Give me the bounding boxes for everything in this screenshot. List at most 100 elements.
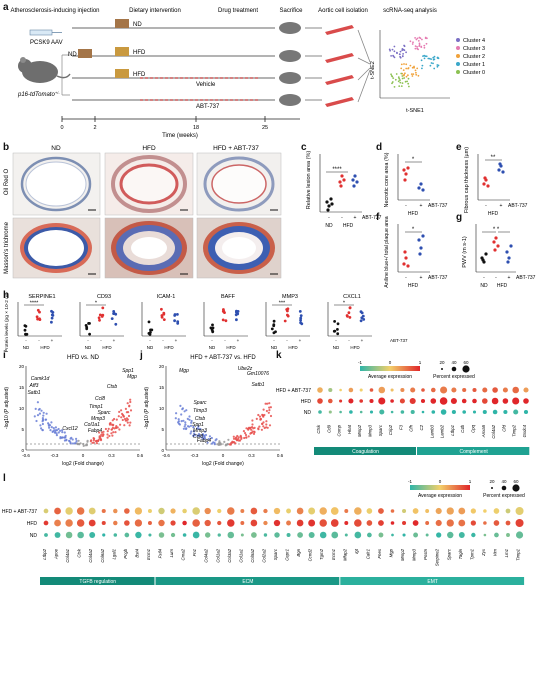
volcano-point xyxy=(107,427,110,430)
tsne-point xyxy=(429,64,432,67)
h-point xyxy=(50,320,53,324)
gene-label-down: Timp3 xyxy=(193,408,207,414)
k-gene-label: Mmp3 xyxy=(368,424,373,437)
d-abt-sign-1: + xyxy=(420,203,423,209)
l-dot xyxy=(330,519,339,527)
k-dot xyxy=(378,397,386,405)
volcano-point xyxy=(75,440,78,443)
tsne-point xyxy=(420,45,423,48)
l-gene-label: Ecm1 xyxy=(146,548,151,560)
volcano-point xyxy=(40,427,43,430)
scale-bars xyxy=(88,209,278,275)
chow-box-nd-1 xyxy=(115,19,129,28)
volcano-point xyxy=(268,406,271,409)
l-dot xyxy=(124,532,130,538)
tsne-point xyxy=(433,55,436,58)
tsne-point xyxy=(407,82,410,85)
volcano-point xyxy=(119,423,122,426)
volcano-point xyxy=(55,429,59,432)
h-abt-sign: - xyxy=(25,338,27,343)
volcano-point xyxy=(116,426,119,429)
l-gene-label: Ltbp2 xyxy=(42,548,47,559)
tsne-point xyxy=(408,85,410,88)
aorta-icons xyxy=(325,25,354,107)
volcano-point xyxy=(206,441,209,444)
h-point xyxy=(359,319,363,323)
l-dot xyxy=(344,533,348,537)
l-gene-label: Ecm1 xyxy=(331,548,336,560)
l-dot xyxy=(425,521,430,525)
volcano-point xyxy=(227,438,230,441)
volcano-point xyxy=(42,414,45,417)
l-dot xyxy=(43,520,49,526)
gene-label-up: Col1a1 xyxy=(84,422,100,428)
k-dot xyxy=(512,386,519,394)
l-dot xyxy=(366,520,373,526)
volcano-point xyxy=(95,439,98,443)
k-dot xyxy=(421,388,425,392)
l-group-bar xyxy=(155,577,340,585)
gene-label-up: Sparc xyxy=(97,410,111,416)
l-dot xyxy=(308,532,315,538)
pct-dot xyxy=(491,487,493,489)
volcano-point xyxy=(182,427,185,430)
diet-label-3: HFD xyxy=(133,72,146,78)
panel-j-volcano: HFD + ABT-737 vs. HFD 0 5 10 15 20 -0.6 -0.3 0 0.… xyxy=(144,355,284,467)
l-dot xyxy=(435,507,442,515)
volcano-point xyxy=(217,443,220,446)
tsne-point xyxy=(400,85,403,87)
volcano-point xyxy=(53,431,57,434)
k-dot xyxy=(451,409,456,415)
tsne-point xyxy=(404,80,407,83)
volcano-point xyxy=(212,441,215,444)
volcano-point xyxy=(245,436,248,439)
l-dot xyxy=(170,532,176,538)
h-point xyxy=(23,328,27,332)
oil-red-abt-image xyxy=(196,152,282,216)
k-gene-label: Sparc xyxy=(378,424,383,436)
pct-tick: 40 xyxy=(501,479,507,484)
tsne-point xyxy=(390,73,392,76)
l-dot xyxy=(458,507,466,515)
volcano-point xyxy=(57,431,60,434)
h-point xyxy=(35,315,39,319)
d-points xyxy=(402,166,425,192)
panel-label-g: g xyxy=(456,212,463,223)
volcano-ytick: 0 xyxy=(21,448,24,453)
h-title-4: MMP3 xyxy=(282,294,298,300)
volcano-point xyxy=(269,406,272,409)
pct-dot xyxy=(451,366,457,372)
l-gene-label: Serpine2 xyxy=(435,548,440,566)
tsne-point xyxy=(436,57,439,59)
diet-label-2: HFD xyxy=(133,50,146,56)
stage-title-scrna: scRNA-seq analysis xyxy=(383,8,437,14)
l-dot xyxy=(286,520,291,526)
volcano-xtick: 0.6 xyxy=(137,453,144,458)
h-abt-sign: - xyxy=(273,338,275,343)
h-point xyxy=(162,318,166,321)
tsne-point xyxy=(407,77,410,80)
l-gene-label: Sparc xyxy=(273,548,278,560)
volcano-point xyxy=(190,430,193,433)
volcano-point xyxy=(202,434,205,437)
volcano-point xyxy=(250,428,253,431)
expr-tick: -1 xyxy=(408,479,412,484)
h-point xyxy=(114,322,118,326)
l-dot xyxy=(378,508,384,514)
k-group-label: Coagulation xyxy=(352,449,379,455)
h-title-1: CD93 xyxy=(97,294,111,300)
k-dot xyxy=(328,398,333,404)
tsne-point xyxy=(409,64,412,67)
tsne-point xyxy=(389,49,391,52)
pct-tick: 60 xyxy=(463,360,469,365)
k-dot xyxy=(369,410,374,414)
volcano-point xyxy=(126,402,129,405)
k-dot xyxy=(482,398,488,404)
l-gene-label: Mgp xyxy=(389,548,394,557)
h-sig-0: **** xyxy=(30,301,39,307)
volcano-point xyxy=(118,410,121,413)
volcano-point xyxy=(82,442,85,446)
volcano-point xyxy=(175,412,178,415)
l-dot xyxy=(493,508,500,514)
l-dot xyxy=(354,519,362,527)
